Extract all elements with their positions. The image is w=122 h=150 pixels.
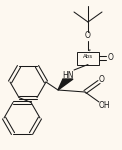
Text: *: * — [87, 48, 91, 54]
Text: Abs: Abs — [83, 54, 93, 58]
Text: O: O — [99, 75, 105, 84]
FancyBboxPatch shape — [77, 51, 99, 64]
Text: O: O — [108, 54, 114, 63]
Text: O: O — [85, 32, 91, 40]
Polygon shape — [58, 79, 73, 90]
Text: OH: OH — [98, 100, 110, 109]
Text: HN: HN — [62, 70, 74, 80]
